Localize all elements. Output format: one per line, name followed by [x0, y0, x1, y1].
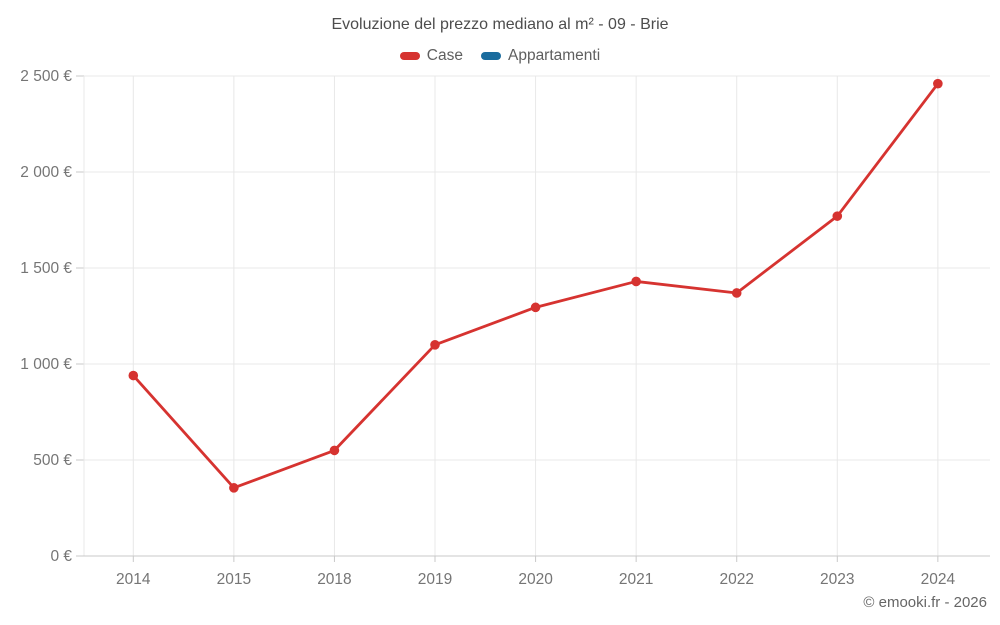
- legend-item-appartamenti[interactable]: Appartamenti: [480, 47, 601, 65]
- x-axis-tick-label: 2023: [820, 571, 854, 588]
- x-axis-tick-label: 2015: [217, 571, 251, 588]
- case-series-swatch-icon: [399, 52, 420, 60]
- chart-title: Evoluzione del prezzo mediano al m² - 09…: [331, 16, 669, 33]
- y-axis-tick-label: 0 €: [50, 548, 72, 565]
- legend-label-appartamenti: Appartamenti: [507, 47, 601, 64]
- y-axis-tick-label: 2 500 €: [20, 68, 72, 85]
- x-axis-tick-label: 2022: [719, 571, 753, 588]
- legend-label-case: Case: [426, 47, 463, 64]
- x-axis-tick-label: 2020: [518, 571, 553, 588]
- data-point-case-2014: [128, 370, 139, 381]
- legend-item-case[interactable]: Case: [399, 47, 463, 65]
- chart-legend: Case Appartamenti: [0, 47, 1000, 65]
- y-axis-tick-label: 1 500 €: [20, 260, 72, 277]
- data-point-case-2019: [430, 340, 440, 350]
- x-axis-tick-label: 2019: [418, 571, 452, 588]
- data-point-case-2020: [530, 302, 541, 313]
- data-point-case-2023: [832, 211, 843, 221]
- x-axis-tick-label: 2018: [317, 571, 351, 588]
- data-point-case-2022: [731, 288, 742, 298]
- x-axis-tick-label: 2024: [921, 571, 956, 588]
- x-axis-tick-label: 2021: [619, 571, 653, 588]
- y-axis-tick-label: 500 €: [33, 452, 72, 469]
- data-point-case-2024: [933, 78, 943, 89]
- appartamenti-series-swatch-icon: [480, 52, 501, 60]
- data-point-case-2018: [329, 445, 340, 456]
- y-axis-tick-label: 2 000 €: [20, 164, 72, 181]
- data-point-case-2021: [631, 276, 641, 287]
- x-axis-tick-label: 2014: [116, 571, 151, 588]
- data-point-case-2015: [229, 483, 239, 493]
- y-axis-tick-label: 1 000 €: [20, 356, 72, 373]
- copyright-credit: © emooki.fr - 2026: [863, 594, 987, 611]
